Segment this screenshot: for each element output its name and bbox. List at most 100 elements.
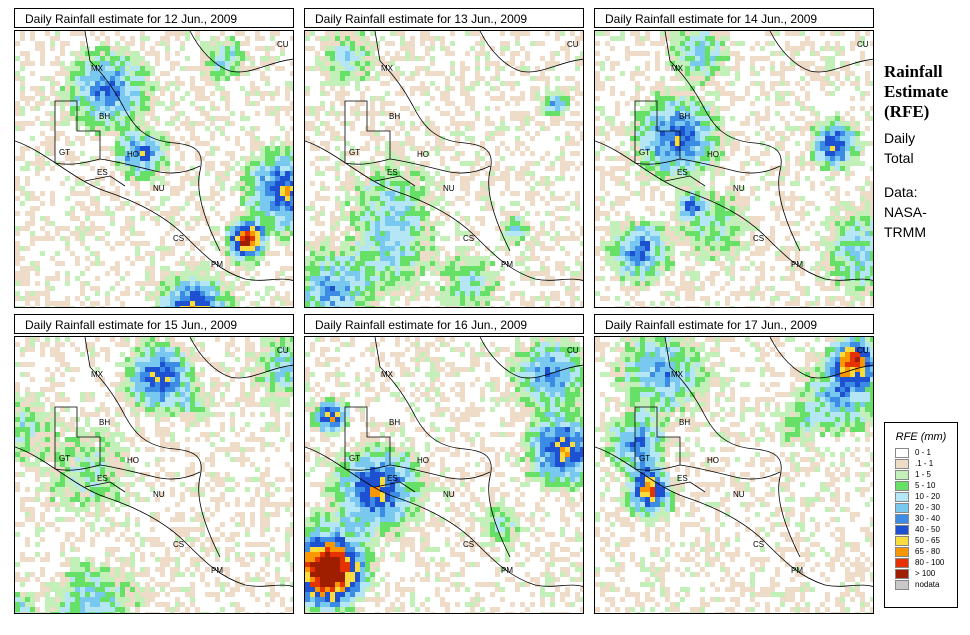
map-description: Rainfall Estimate (RFE) Daily Total Data… <box>884 62 970 242</box>
legend-label: 30 - 40 <box>915 513 940 523</box>
rainfall-grid <box>305 31 583 307</box>
country-label: PM <box>501 260 513 269</box>
panel-title: Daily Rainfall estimate for 15 Jun., 200… <box>14 314 294 334</box>
country-label: BH <box>99 418 110 427</box>
country-label: CS <box>173 234 184 243</box>
country-label: CU <box>857 40 869 49</box>
country-border <box>99 464 201 480</box>
legend-swatch <box>895 524 909 535</box>
country-border <box>679 158 781 174</box>
coastline <box>189 31 293 73</box>
legend-swatch <box>895 469 909 480</box>
map-canvas: MX CU BH GT HO ES NU CS PM <box>15 337 293 613</box>
country-label: MX <box>671 370 684 379</box>
country-border <box>374 175 416 187</box>
country-label: CS <box>753 234 764 243</box>
legend-title: RFE (mm) <box>895 431 947 443</box>
coastline <box>305 140 583 281</box>
country-label: NU <box>443 184 455 193</box>
sidebar-title-line3: (RFE) <box>884 102 930 121</box>
legend-item: 65 - 80 <box>895 546 957 557</box>
country-label: GT <box>639 454 650 463</box>
country-label: CS <box>463 540 474 549</box>
coastline <box>15 140 293 281</box>
coastline <box>15 446 293 587</box>
country-label: GT <box>59 148 70 157</box>
country-label: GT <box>349 148 360 157</box>
country-border <box>679 464 781 480</box>
sidebar-title-line1: Rainfall <box>884 62 943 81</box>
rainfall-map: MX CU BH GT HO ES NU CS PM <box>14 30 294 308</box>
country-label: ES <box>387 474 398 483</box>
country-label: GT <box>59 454 70 463</box>
legend-label: .1 - 1 <box>915 458 934 468</box>
sidebar-source-line1: NASA- <box>884 204 927 220</box>
coastline <box>479 337 583 379</box>
sidebar-total: Total <box>884 150 914 166</box>
country-label: NU <box>733 184 745 193</box>
coastline <box>84 31 221 252</box>
country-label: HO <box>707 456 719 465</box>
country-label: HO <box>417 456 429 465</box>
coastline <box>664 31 801 252</box>
country-border <box>389 464 491 480</box>
country-label: MX <box>381 64 394 73</box>
country-border <box>54 100 101 165</box>
sidebar-data-label: Data: <box>884 184 918 200</box>
country-label: HO <box>417 150 429 159</box>
country-label: CS <box>753 540 764 549</box>
legend-item: > 100 <box>895 568 957 579</box>
coastline <box>664 337 801 558</box>
country-label: CS <box>463 234 474 243</box>
legend-swatch <box>895 447 909 458</box>
country-label: PM <box>211 566 223 575</box>
legend-label: 50 - 65 <box>915 535 940 545</box>
country-label: BH <box>389 112 400 121</box>
country-label: HO <box>127 150 139 159</box>
legend-item: 5 - 10 <box>895 480 957 491</box>
legend-label: 20 - 30 <box>915 502 940 512</box>
country-label: GT <box>349 454 360 463</box>
map-canvas: MX CU BH GT HO ES NU CS PM <box>305 31 583 307</box>
map-canvas: MX CU BH GT HO ES NU CS PM <box>595 337 873 613</box>
country-border <box>54 406 101 471</box>
legend-item: 1 - 5 <box>895 469 957 480</box>
legend-swatch <box>895 513 909 524</box>
country-label: BH <box>389 418 400 427</box>
country-label: MX <box>671 64 684 73</box>
panel-title: Daily Rainfall estimate for 13 Jun., 200… <box>304 8 584 28</box>
panel-title: Daily Rainfall estimate for 16 Jun., 200… <box>304 314 584 334</box>
sidebar-daily: Daily <box>884 130 916 146</box>
country-label: NU <box>153 490 165 499</box>
country-label: PM <box>791 566 803 575</box>
coastline <box>84 337 221 558</box>
rainfall-grid <box>595 31 873 307</box>
rainfall-grid <box>15 31 293 307</box>
legend-label: 5 - 10 <box>915 480 936 490</box>
country-label: NU <box>733 490 745 499</box>
panel-title: Daily Rainfall estimate for 14 Jun., 200… <box>594 8 874 28</box>
legend-label: 1 - 5 <box>915 469 932 479</box>
legend-swatch <box>895 546 909 557</box>
legend-swatch <box>895 480 909 491</box>
country-border <box>634 100 681 165</box>
legend-label: 0 - 1 <box>915 447 932 457</box>
country-label: CU <box>567 346 579 355</box>
country-label: NU <box>443 490 455 499</box>
coastline <box>374 31 511 252</box>
country-border <box>664 481 706 493</box>
panel-title: Daily Rainfall estimate for 12 Jun., 200… <box>14 8 294 28</box>
sidebar-source-line2: TRMM <box>884 224 926 240</box>
legend-item: 30 - 40 <box>895 513 957 524</box>
map-canvas: MX CU BH GT HO ES NU CS PM <box>15 31 293 307</box>
country-label: ES <box>387 168 398 177</box>
legend-swatch <box>895 458 909 469</box>
country-label: CU <box>567 40 579 49</box>
legend-swatch <box>895 579 909 590</box>
rainfall-map: MX CU BH GT HO ES NU CS PM <box>594 30 874 308</box>
legend-item: nodata <box>895 579 957 590</box>
legend-item: 10 - 20 <box>895 491 957 502</box>
map-canvas: MX CU BH GT HO ES NU CS PM <box>305 337 583 613</box>
country-border <box>664 175 706 187</box>
legend-label: 40 - 50 <box>915 524 940 534</box>
